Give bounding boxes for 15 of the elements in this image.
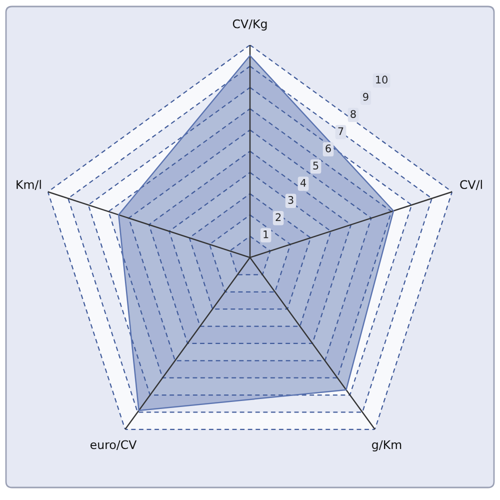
spoke-label: Km/l: [16, 180, 41, 190]
y-tick-label: 3: [288, 196, 294, 204]
spoke-label: g/Km: [372, 440, 402, 452]
y-tick-label: 10: [376, 76, 388, 84]
y-tick-label: 6: [326, 144, 331, 152]
spoke-label: CV/Kg: [232, 19, 267, 31]
y-tick-label: 4: [300, 178, 306, 187]
y-tick-label: 5: [313, 162, 318, 170]
spoke-label: CV/l: [460, 180, 482, 190]
y-tick-label: 2: [276, 213, 281, 221]
y-tick-label: 1: [264, 230, 268, 238]
y-tick-label: 7: [338, 127, 344, 135]
spoke-label: euro/CV: [90, 440, 137, 450]
y-tick-label: 9: [363, 92, 368, 101]
y-tick-label: 8: [350, 110, 356, 118]
